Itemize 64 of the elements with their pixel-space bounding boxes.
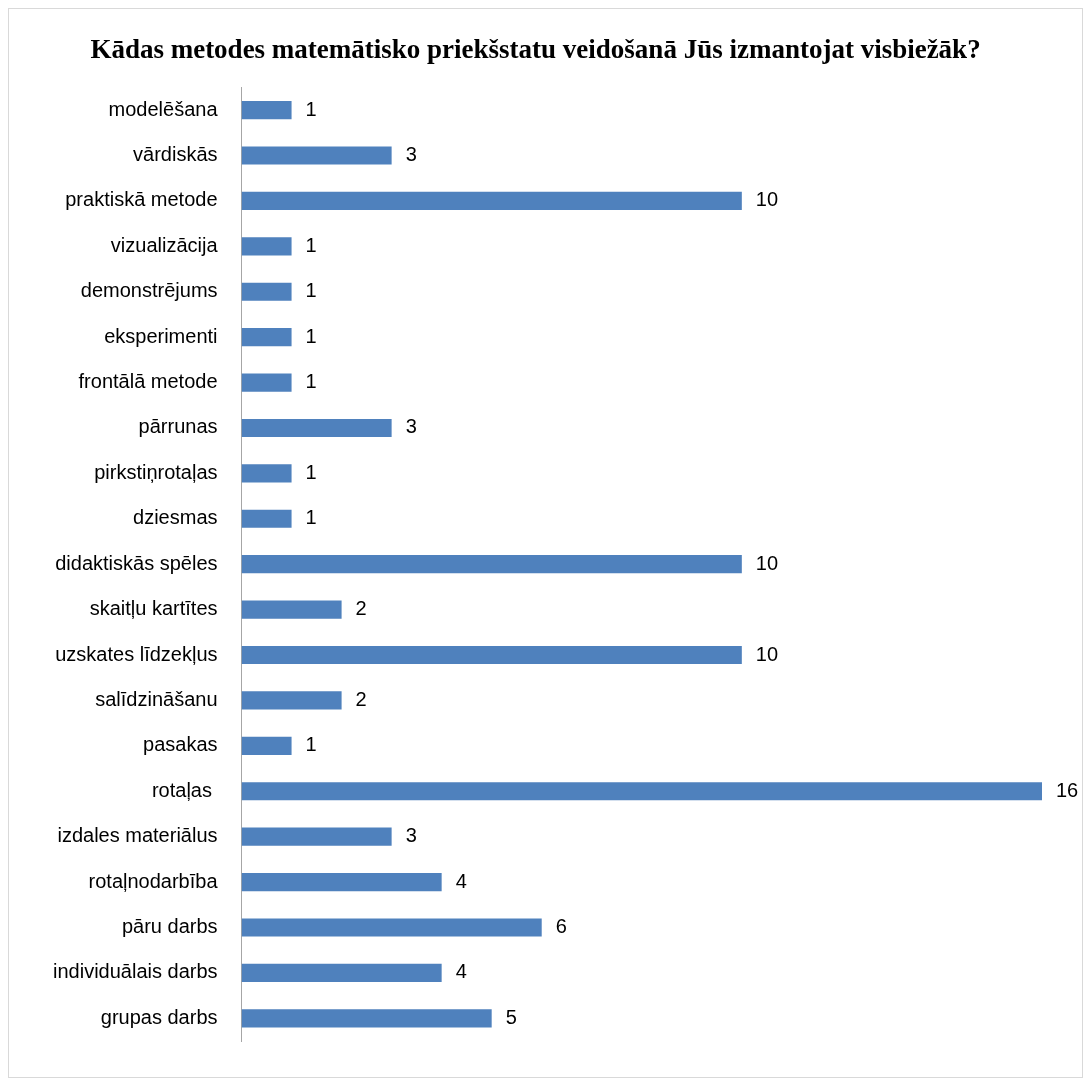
data-label: 2 xyxy=(355,597,367,620)
data-label: 1 xyxy=(305,97,317,120)
y-tick-label: pirkstiņrotaļas xyxy=(94,460,218,483)
data-label: 3 xyxy=(405,143,417,166)
bar xyxy=(241,736,292,755)
y-tick-label: frontālā metode xyxy=(78,370,218,393)
data-label: 2 xyxy=(355,687,367,710)
bar xyxy=(241,509,292,528)
chart-title: Kādas metodes matemātisko priekšstatu veidošanā Jūs izmantojat visbiežāk? xyxy=(90,34,981,65)
y-tick-label: eksperimenti xyxy=(104,324,218,347)
y-tick-label: individuālais darbs xyxy=(52,960,218,983)
y-tick-label: vizualizācija xyxy=(110,233,219,256)
bar xyxy=(241,146,392,165)
y-tick-label: pāru darbs xyxy=(121,914,218,937)
data-label: 10 xyxy=(755,551,779,574)
y-tick-label: praktiskā metode xyxy=(65,188,218,211)
data-label: 16 xyxy=(1056,778,1079,801)
y-tick-label: pārrunas xyxy=(138,415,218,438)
bar xyxy=(241,782,1042,801)
y-tick-label: modelēšana xyxy=(108,97,219,120)
y-tick-label: grupas darbs xyxy=(100,1005,218,1028)
bar xyxy=(241,872,442,892)
bar xyxy=(241,464,292,483)
y-tick-label: dziesmas xyxy=(133,506,218,529)
bar xyxy=(241,827,392,846)
y-tick-label: demonstrējums xyxy=(80,279,218,302)
data-label: 10 xyxy=(755,642,779,665)
bar xyxy=(241,963,442,982)
bar xyxy=(241,918,542,937)
data-label: 1 xyxy=(305,733,317,756)
y-tick-label: vārdiskās xyxy=(133,143,218,166)
y-tick-label: skaitļu kartītes xyxy=(89,597,218,620)
y-tick-label: didaktiskās spēles xyxy=(55,551,218,574)
bar xyxy=(241,1009,492,1028)
data-label: 1 xyxy=(305,370,317,393)
data-label: 1 xyxy=(305,324,317,347)
bar xyxy=(241,191,742,211)
bar xyxy=(241,237,292,256)
bar xyxy=(241,282,292,301)
y-tick-label: pasakas xyxy=(143,733,218,756)
bar xyxy=(241,600,342,619)
y-tick-label: rotaļnodarbība xyxy=(88,869,219,892)
data-label: 1 xyxy=(305,460,317,483)
bar xyxy=(241,373,292,392)
bar xyxy=(241,328,292,347)
y-tick-label: rotaļas xyxy=(151,778,218,801)
data-label: 3 xyxy=(405,824,417,847)
y-tick-label: salīdzināšanu xyxy=(95,687,218,710)
data-label: 1 xyxy=(305,279,317,302)
bar xyxy=(241,101,292,120)
data-label: 1 xyxy=(305,233,317,256)
bar xyxy=(241,645,742,665)
data-label: 6 xyxy=(555,914,567,937)
data-label: 1 xyxy=(305,506,317,529)
data-label: 5 xyxy=(505,1005,517,1028)
bar xyxy=(241,555,742,574)
data-label: 10 xyxy=(755,188,779,211)
data-label: 4 xyxy=(455,869,467,892)
y-tick-label: izdales materiālus xyxy=(57,824,218,847)
data-label: 4 xyxy=(455,960,467,983)
bar xyxy=(241,418,392,438)
bar xyxy=(241,691,342,710)
data-label: 3 xyxy=(405,415,417,438)
y-tick-label: uzskates līdzekļus xyxy=(55,642,218,665)
